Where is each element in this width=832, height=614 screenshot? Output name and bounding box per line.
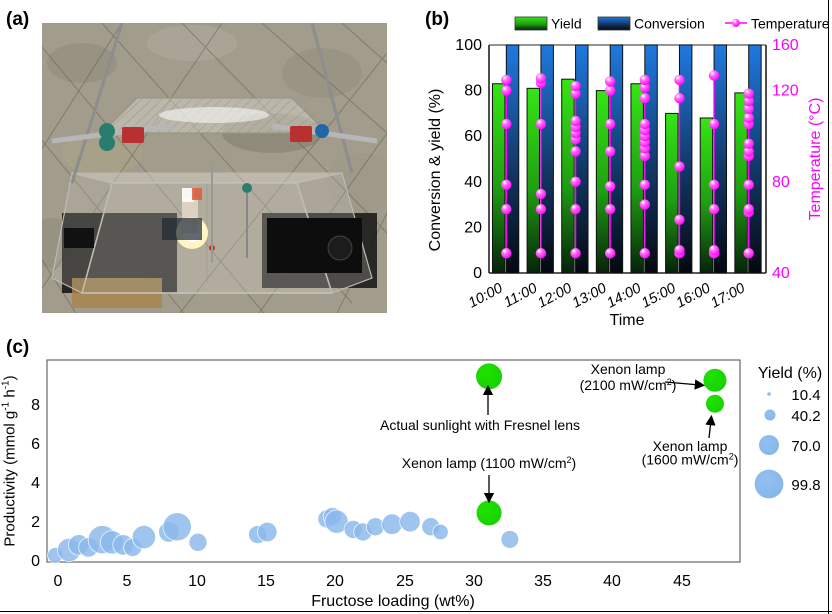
svg-text:4: 4 xyxy=(31,475,40,492)
svg-text:80: 80 xyxy=(772,174,790,191)
svg-text:6: 6 xyxy=(31,436,40,453)
svg-text:40: 40 xyxy=(603,573,621,590)
svg-text:10: 10 xyxy=(188,573,206,590)
svg-text:99.8: 99.8 xyxy=(791,477,820,494)
svg-text:Yield (%): Yield (%) xyxy=(758,365,822,382)
svg-text:25: 25 xyxy=(396,573,414,590)
svg-text:40.2: 40.2 xyxy=(791,408,820,425)
svg-text:45: 45 xyxy=(673,573,691,590)
svg-text:80: 80 xyxy=(464,83,482,100)
svg-text:Actual sunlight with Fresnel l: Actual sunlight with Fresnel lens xyxy=(380,417,580,433)
svg-text:5: 5 xyxy=(123,573,132,590)
svg-text:20: 20 xyxy=(326,573,344,590)
svg-text:Temperature (°C): Temperature (°C) xyxy=(807,98,824,221)
svg-text:20: 20 xyxy=(464,219,482,236)
svg-text:17:00: 17:00 xyxy=(708,280,748,311)
svg-text:60: 60 xyxy=(464,128,482,145)
svg-text:16:00: 16:00 xyxy=(674,280,714,311)
svg-text:12:00: 12:00 xyxy=(535,280,575,311)
svg-text:40: 40 xyxy=(464,174,482,191)
svg-text:15: 15 xyxy=(257,573,275,590)
svg-text:13:00: 13:00 xyxy=(570,280,610,311)
svg-text:10:00: 10:00 xyxy=(466,280,506,311)
svg-text:11:00: 11:00 xyxy=(501,280,540,311)
svg-text:0: 0 xyxy=(473,265,482,282)
svg-text:100: 100 xyxy=(455,37,482,54)
svg-text:35: 35 xyxy=(534,573,552,590)
svg-text:Conversion: Conversion xyxy=(634,16,705,32)
svg-text:Time: Time xyxy=(610,312,645,329)
svg-text:120: 120 xyxy=(772,83,799,100)
svg-text:(1600 mW/cm2): (1600 mW/cm2) xyxy=(642,452,739,468)
svg-text:160: 160 xyxy=(772,37,799,54)
svg-text:Fructose loading (wt%): Fructose loading (wt%) xyxy=(311,593,475,610)
svg-text:(2100 mW/cm2): (2100 mW/cm2) xyxy=(580,377,677,393)
svg-text:0: 0 xyxy=(31,553,40,570)
svg-text:Temperature: Temperature xyxy=(751,16,830,32)
svg-text:30: 30 xyxy=(465,573,483,590)
svg-text:14:00: 14:00 xyxy=(604,280,644,311)
svg-text:15:00: 15:00 xyxy=(639,280,679,311)
svg-text:0: 0 xyxy=(54,573,63,590)
svg-text:8: 8 xyxy=(31,397,40,414)
svg-text:10.4: 10.4 xyxy=(791,387,820,404)
svg-text:Conversion & yield (%): Conversion & yield (%) xyxy=(427,89,444,252)
svg-text:70.0: 70.0 xyxy=(791,438,820,455)
svg-text:Yield: Yield xyxy=(551,16,582,32)
svg-text:Xenon lamp (1100 mW/cm2): Xenon lamp (1100 mW/cm2) xyxy=(402,455,576,471)
svg-text:Xenon lamp: Xenon lamp xyxy=(591,361,666,377)
svg-text:40: 40 xyxy=(772,265,790,282)
svg-text:2: 2 xyxy=(31,514,40,531)
